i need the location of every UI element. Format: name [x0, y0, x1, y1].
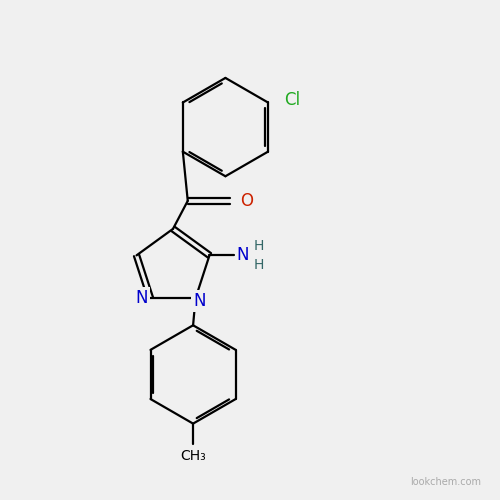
- Text: H: H: [254, 238, 264, 252]
- Text: N: N: [193, 292, 205, 310]
- Text: CH₃: CH₃: [180, 448, 206, 462]
- Text: lookchem.com: lookchem.com: [410, 477, 481, 487]
- Text: N: N: [236, 246, 249, 264]
- Text: H: H: [254, 258, 264, 272]
- Text: O: O: [240, 192, 254, 210]
- Text: Cl: Cl: [284, 91, 300, 109]
- Text: N: N: [136, 289, 148, 307]
